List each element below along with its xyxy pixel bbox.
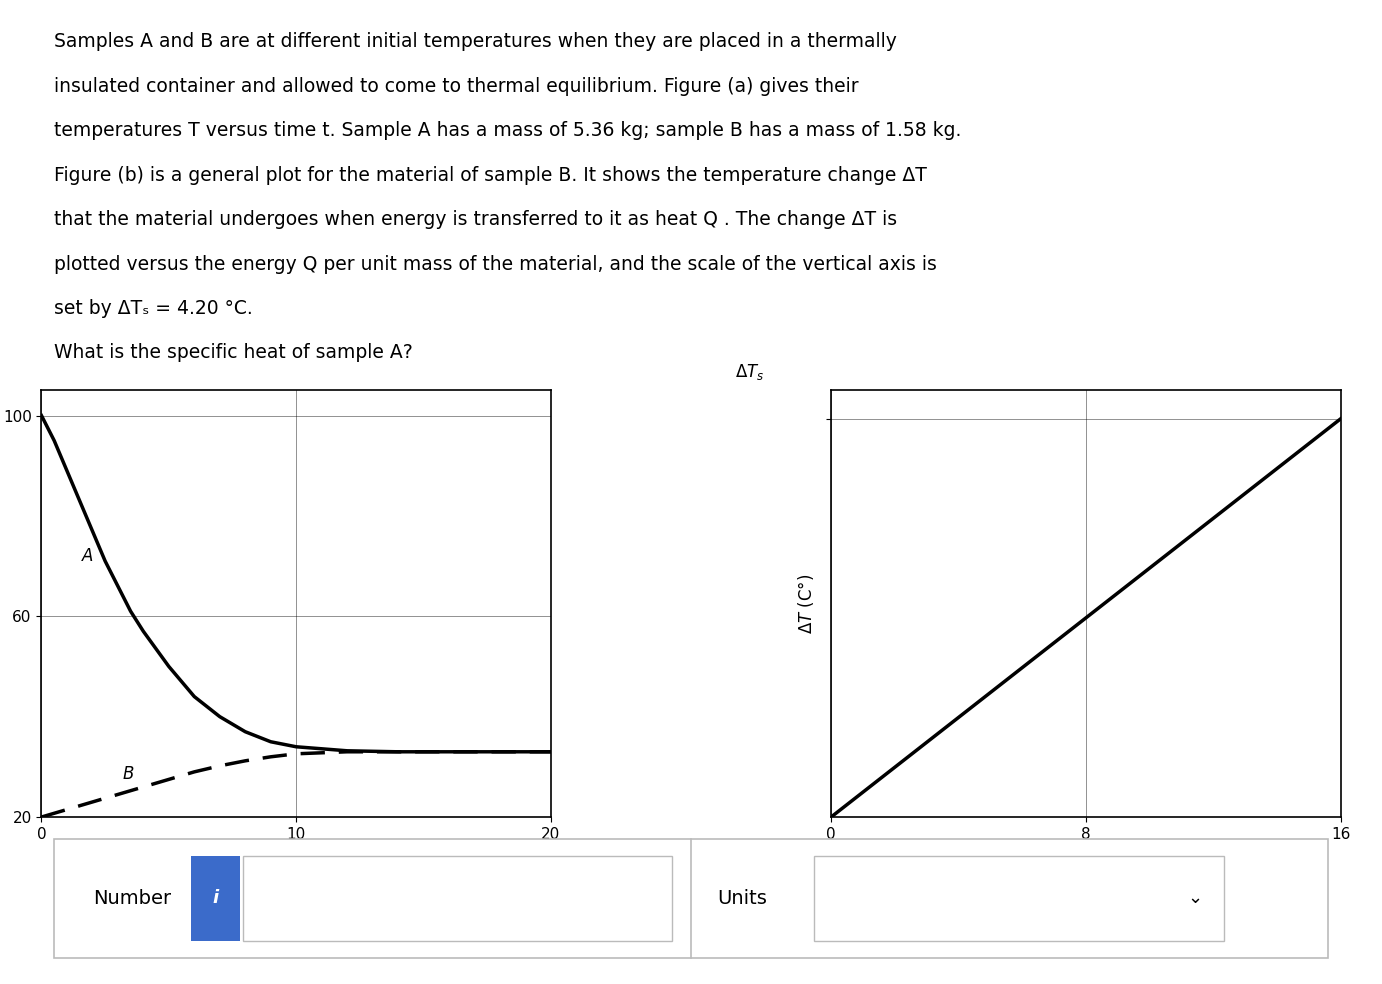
- FancyBboxPatch shape: [191, 856, 240, 941]
- Text: ⌄: ⌄: [1187, 890, 1202, 907]
- FancyBboxPatch shape: [814, 856, 1223, 941]
- FancyBboxPatch shape: [54, 839, 1328, 957]
- Text: Samples A and B are at different initial temperatures when they are placed in a : Samples A and B are at different initial…: [54, 32, 897, 51]
- X-axis label: $t$ (min): $t$ (min): [268, 847, 325, 867]
- Text: plotted versus the energy Q per unit mass of the material, and the scale of the : plotted versus the energy Q per unit mas…: [54, 255, 937, 274]
- Text: Figure (b) is a general plot for the material of sample B. It shows the temperat: Figure (b) is a general plot for the mat…: [54, 165, 927, 185]
- Text: Number: Number: [94, 889, 171, 908]
- Text: insulated container and allowed to come to thermal equilibrium. Figure (a) gives: insulated container and allowed to come …: [54, 77, 860, 95]
- Text: Units: Units: [717, 889, 767, 908]
- Y-axis label: $\Delta T$ (C°): $\Delta T$ (C°): [796, 574, 815, 634]
- Text: temperatures T versus time t. Sample A has a mass of 5.36 kg; sample B has a mas: temperatures T versus time t. Sample A h…: [54, 121, 962, 141]
- Text: i: i: [213, 890, 218, 907]
- Text: set by ΔTₛ = 4.20 °C.: set by ΔTₛ = 4.20 °C.: [54, 299, 253, 318]
- Text: A: A: [82, 547, 94, 565]
- Text: (b): (b): [1074, 876, 1097, 893]
- Text: B: B: [123, 766, 134, 783]
- Text: (a): (a): [285, 876, 308, 893]
- Text: What is the specific heat of sample A?: What is the specific heat of sample A?: [54, 343, 413, 362]
- Text: $\Delta T_s$: $\Delta T_s$: [735, 362, 764, 382]
- Text: that the material undergoes when energy is transferred to it as heat Q . The cha: that the material undergoes when energy …: [54, 211, 897, 229]
- X-axis label: $Q/m$ (kJ/kg): $Q/m$ (kJ/kg): [1039, 847, 1133, 869]
- FancyBboxPatch shape: [243, 856, 672, 941]
